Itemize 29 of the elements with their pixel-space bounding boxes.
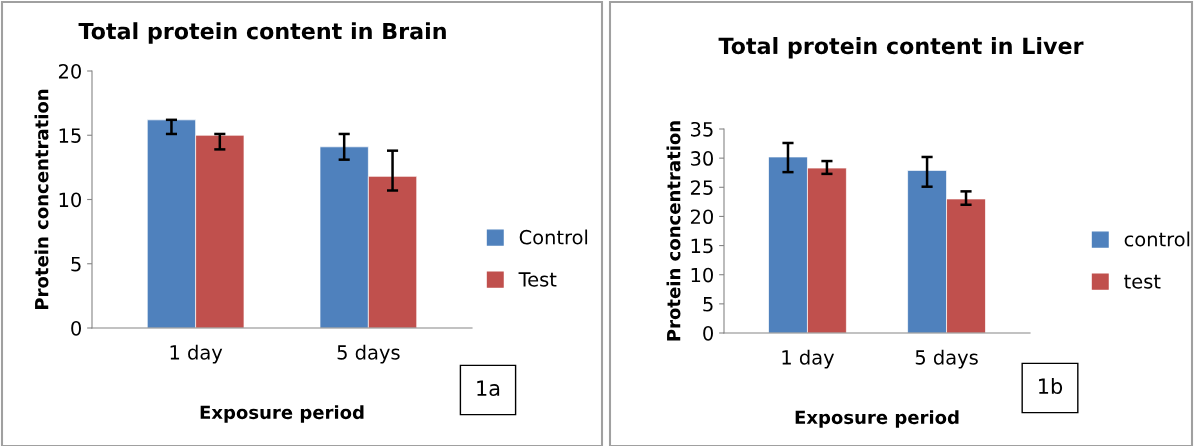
y-tick-label: 20 [690, 209, 713, 225]
y-tick-label: 10 [59, 192, 81, 208]
text: 1b [1039, 377, 1063, 395]
x-axis-title: Exposure period [200, 405, 364, 423]
legend-label: control [1124, 231, 1190, 247]
y-tick-label: 5 [703, 297, 713, 312]
y-tick-label: 0 [703, 325, 713, 341]
chart-title: Total protein content in Liver [718, 37, 1084, 59]
legend-label: Control [519, 229, 588, 245]
legend-label: Test [518, 272, 557, 287]
y-axis-title: Protein concentration [666, 121, 681, 341]
x-axis-title: Exposure period [795, 410, 959, 428]
text: 1a [477, 380, 500, 397]
y-axis-title: Protein concentration [34, 89, 49, 309]
y-tick-label: 15 [691, 238, 713, 254]
y-tick-label: 0 [71, 320, 81, 336]
y-tick-label: 15 [59, 128, 81, 143]
y-tick-label: 20 [58, 63, 81, 79]
y-tick-label: 25 [690, 180, 713, 195]
x-tick-label: 5 days [337, 344, 400, 364]
x-tick-label: 1 day [170, 344, 223, 364]
x-tick-label: 1 day [782, 349, 835, 369]
y-tick-label: 5 [71, 256, 81, 272]
x-tick-label: 5 days [915, 349, 978, 369]
y-tick-label: 30 [691, 151, 713, 166]
chart-title: Total protein content in Brain [78, 22, 446, 44]
y-tick-label: 10 [691, 267, 713, 283]
legend-label: test [1124, 274, 1161, 289]
y-tick-label: 35 [691, 121, 713, 137]
